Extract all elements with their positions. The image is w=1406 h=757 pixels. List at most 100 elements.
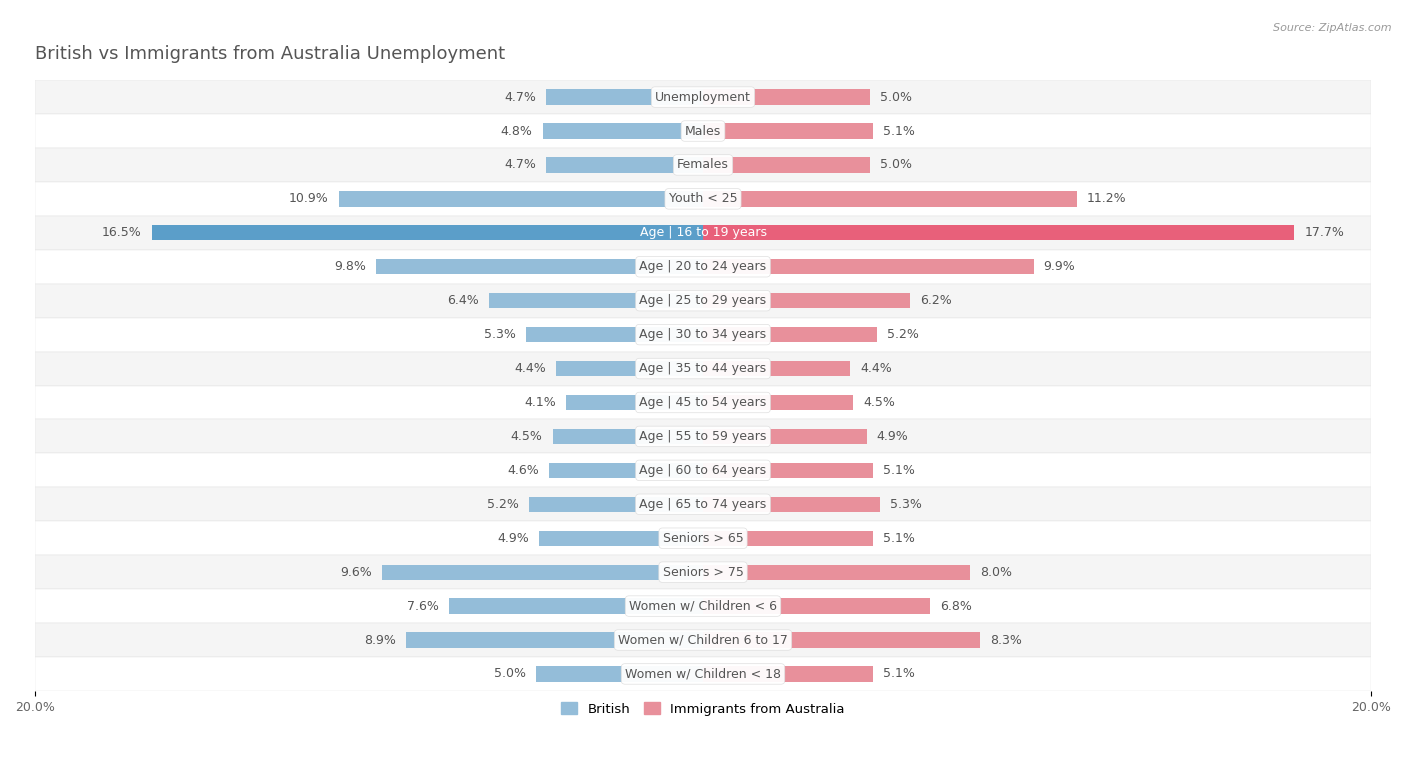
Bar (703, 225, 1295, 241)
Text: Source: ZipAtlas.com: Source: ZipAtlas.com (1274, 23, 1392, 33)
Text: 8.0%: 8.0% (980, 565, 1012, 578)
Text: 5.1%: 5.1% (883, 124, 915, 138)
Bar (703, 192, 1077, 207)
Text: 5.3%: 5.3% (890, 498, 922, 511)
Bar (703, 293, 910, 308)
Bar (382, 565, 703, 580)
Text: Seniors > 65: Seniors > 65 (662, 531, 744, 545)
Text: 16.5%: 16.5% (103, 226, 142, 239)
Text: Unemployment: Unemployment (655, 91, 751, 104)
Bar (703, 565, 970, 580)
Text: 5.0%: 5.0% (494, 668, 526, 681)
Bar (703, 327, 877, 342)
Text: Females: Females (678, 158, 728, 171)
Bar (35, 522, 1371, 555)
Bar (540, 531, 703, 546)
Text: 5.1%: 5.1% (883, 531, 915, 545)
Text: 4.9%: 4.9% (877, 430, 908, 443)
Bar (546, 157, 703, 173)
Bar (567, 395, 703, 410)
Text: 4.1%: 4.1% (524, 396, 555, 409)
Text: 5.3%: 5.3% (484, 328, 516, 341)
Text: Age | 16 to 19 years: Age | 16 to 19 years (640, 226, 766, 239)
Text: 6.2%: 6.2% (920, 294, 952, 307)
Text: 5.2%: 5.2% (887, 328, 918, 341)
Text: Age | 55 to 59 years: Age | 55 to 59 years (640, 430, 766, 443)
Bar (35, 114, 1371, 148)
Bar (339, 192, 703, 207)
Text: Age | 45 to 54 years: Age | 45 to 54 years (640, 396, 766, 409)
Bar (703, 157, 870, 173)
Text: 9.6%: 9.6% (340, 565, 373, 578)
Bar (35, 284, 1371, 318)
Text: Women w/ Children 6 to 17: Women w/ Children 6 to 17 (619, 634, 787, 646)
Text: 11.2%: 11.2% (1087, 192, 1126, 205)
Bar (703, 497, 880, 512)
Text: Seniors > 75: Seniors > 75 (662, 565, 744, 578)
Bar (375, 259, 703, 274)
Text: 10.9%: 10.9% (290, 192, 329, 205)
Bar (35, 318, 1371, 351)
Bar (406, 632, 703, 648)
Bar (35, 250, 1371, 284)
Text: 5.1%: 5.1% (883, 464, 915, 477)
Text: 4.7%: 4.7% (505, 158, 536, 171)
Text: Males: Males (685, 124, 721, 138)
Text: 4.4%: 4.4% (515, 362, 546, 375)
Bar (489, 293, 703, 308)
Text: 8.9%: 8.9% (364, 634, 395, 646)
Bar (703, 123, 873, 139)
Text: Age | 65 to 74 years: Age | 65 to 74 years (640, 498, 766, 511)
Text: 5.2%: 5.2% (488, 498, 519, 511)
Bar (35, 216, 1371, 250)
Text: 17.7%: 17.7% (1305, 226, 1344, 239)
Bar (555, 361, 703, 376)
Text: 4.7%: 4.7% (505, 91, 536, 104)
Text: 6.8%: 6.8% (941, 600, 972, 612)
Text: Age | 30 to 34 years: Age | 30 to 34 years (640, 328, 766, 341)
Text: 4.6%: 4.6% (508, 464, 540, 477)
Bar (35, 148, 1371, 182)
Bar (550, 463, 703, 478)
Bar (526, 327, 703, 342)
Bar (703, 531, 873, 546)
Text: 4.4%: 4.4% (860, 362, 891, 375)
Text: 5.1%: 5.1% (883, 668, 915, 681)
Bar (546, 89, 703, 104)
Bar (703, 89, 870, 104)
Text: Age | 20 to 24 years: Age | 20 to 24 years (640, 260, 766, 273)
Text: 6.4%: 6.4% (447, 294, 479, 307)
Text: 4.9%: 4.9% (498, 531, 529, 545)
Bar (703, 428, 866, 444)
Text: Age | 60 to 64 years: Age | 60 to 64 years (640, 464, 766, 477)
Bar (35, 182, 1371, 216)
Text: Women w/ Children < 6: Women w/ Children < 6 (628, 600, 778, 612)
Text: Age | 25 to 29 years: Age | 25 to 29 years (640, 294, 766, 307)
Bar (449, 599, 703, 614)
Bar (543, 123, 703, 139)
Text: 5.0%: 5.0% (880, 158, 912, 171)
Bar (703, 259, 1033, 274)
Legend: British, Immigrants from Australia: British, Immigrants from Australia (557, 697, 849, 721)
Bar (703, 599, 931, 614)
Bar (35, 419, 1371, 453)
Bar (35, 80, 1371, 114)
Text: 4.5%: 4.5% (863, 396, 896, 409)
Bar (703, 395, 853, 410)
Text: 7.6%: 7.6% (408, 600, 439, 612)
Text: 8.3%: 8.3% (990, 634, 1022, 646)
Bar (35, 657, 1371, 691)
Bar (35, 589, 1371, 623)
Bar (703, 361, 851, 376)
Text: British vs Immigrants from Australia Unemployment: British vs Immigrants from Australia Une… (35, 45, 505, 64)
Bar (553, 428, 703, 444)
Text: Women w/ Children < 18: Women w/ Children < 18 (626, 668, 780, 681)
Bar (35, 623, 1371, 657)
Text: 4.8%: 4.8% (501, 124, 533, 138)
Text: 5.0%: 5.0% (880, 91, 912, 104)
Bar (35, 453, 1371, 488)
Bar (703, 666, 873, 681)
Text: 4.5%: 4.5% (510, 430, 543, 443)
Bar (152, 225, 703, 241)
Bar (35, 385, 1371, 419)
